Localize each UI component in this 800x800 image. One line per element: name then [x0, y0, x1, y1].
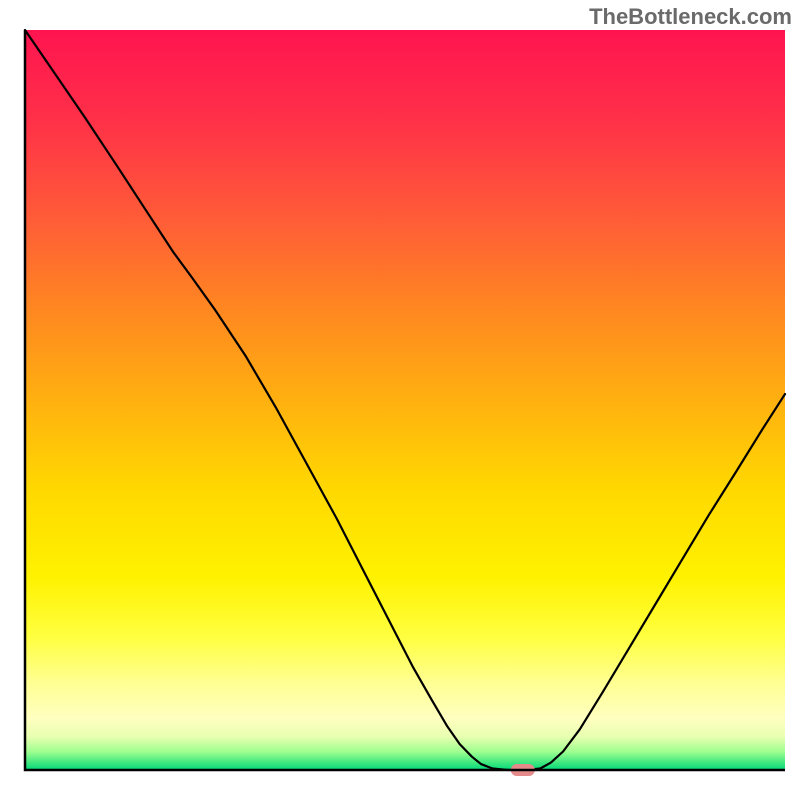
watermark-text: TheBottleneck.com: [589, 4, 792, 30]
chart-background: [25, 30, 785, 770]
chart-container: TheBottleneck.com: [0, 0, 800, 800]
bottleneck-chart: [0, 0, 800, 800]
